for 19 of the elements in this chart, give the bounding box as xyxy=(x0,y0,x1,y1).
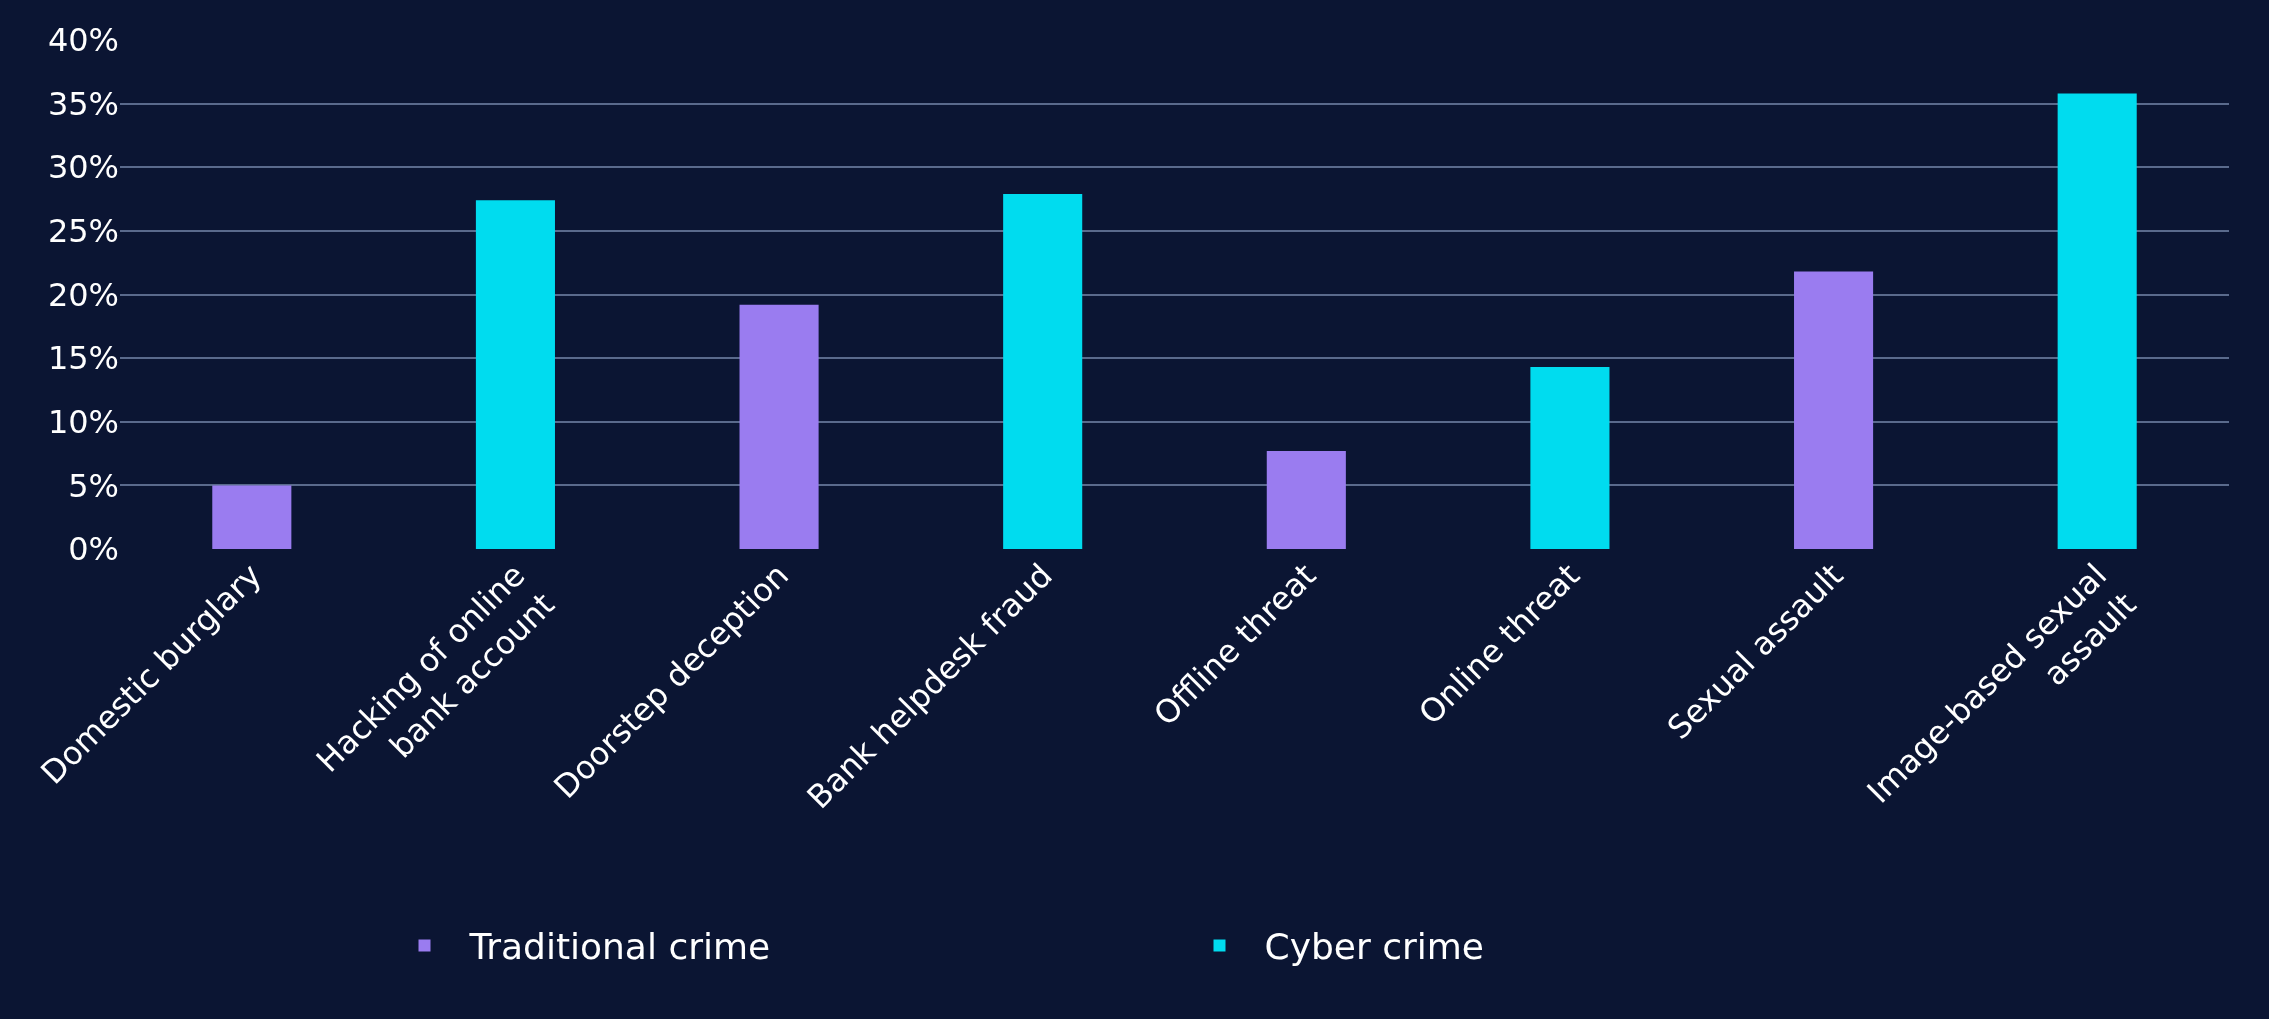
legend-label: Traditional crime xyxy=(468,926,771,968)
y-tick-label: 25% xyxy=(47,212,119,251)
bar xyxy=(212,485,292,549)
y-tick-label: 35% xyxy=(47,84,119,123)
y-tick-label: 20% xyxy=(47,275,119,314)
y-tick-label: 10% xyxy=(47,402,119,441)
y-tick-label: 40% xyxy=(47,21,119,60)
y-tick-label: 0% xyxy=(68,530,119,569)
y-tick-label: 5% xyxy=(68,466,119,505)
bar xyxy=(475,200,555,549)
bar xyxy=(1266,451,1346,549)
bar xyxy=(2057,93,2137,549)
legend-label: Cyber crime xyxy=(1264,926,1484,968)
bar xyxy=(739,304,819,549)
y-tick-label: 30% xyxy=(47,148,119,187)
bar xyxy=(1003,193,1083,549)
bar xyxy=(1530,367,1610,549)
bar xyxy=(1794,271,1874,549)
y-tick-label: 15% xyxy=(47,339,119,378)
